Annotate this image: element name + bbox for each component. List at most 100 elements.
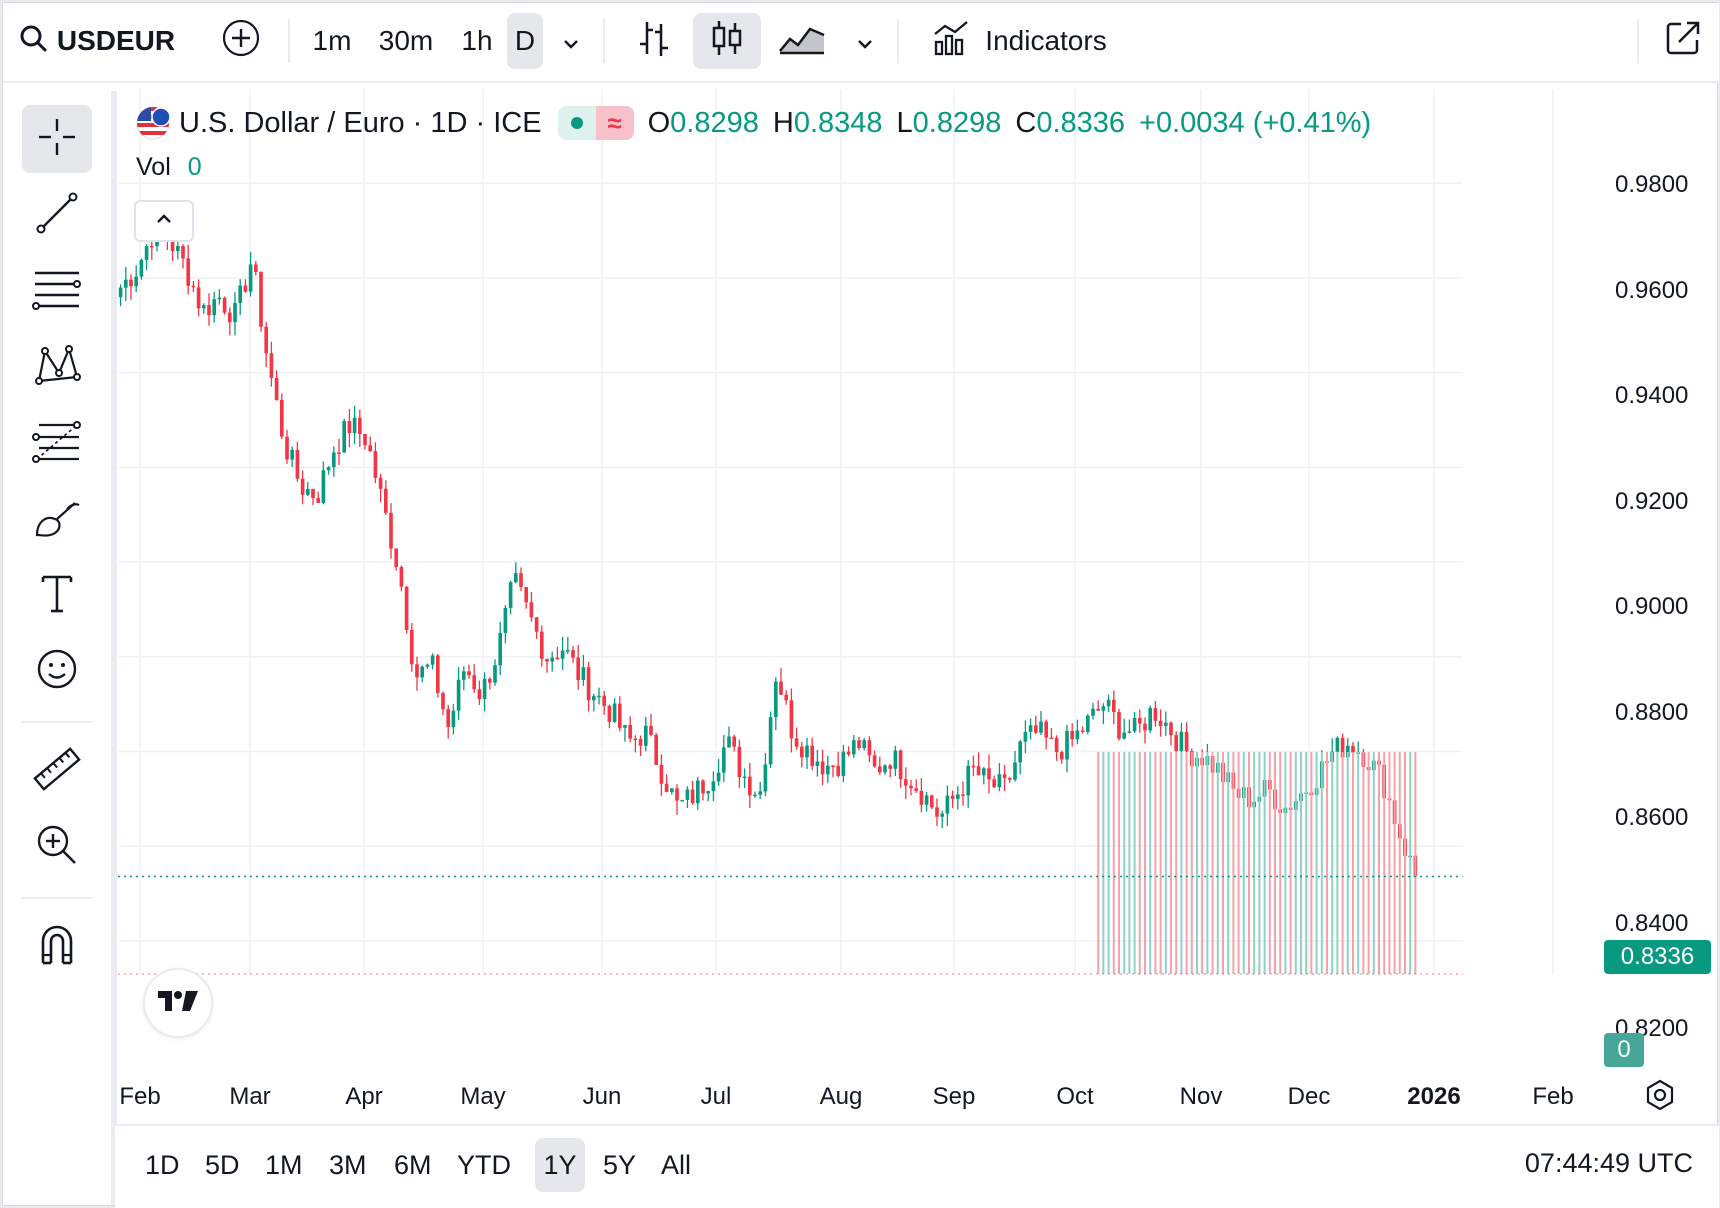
text-tool[interactable]	[22, 561, 92, 629]
candle-body	[305, 488, 310, 495]
trend-line-tool[interactable]	[22, 181, 92, 249]
interval-dropdown[interactable]	[555, 13, 587, 69]
market-status-pill[interactable]: ≈	[557, 106, 634, 140]
close-label: C	[1015, 106, 1037, 139]
candle-body	[326, 467, 331, 471]
candle-body	[274, 377, 279, 400]
pattern-tool[interactable]	[22, 333, 92, 401]
magnet-tool[interactable]	[22, 913, 92, 981]
interval-30m[interactable]: 30m	[378, 25, 434, 56]
candle-body	[654, 734, 659, 765]
range-5d[interactable]: 5D	[205, 1149, 240, 1180]
candle-body	[976, 766, 981, 776]
candle-body	[357, 417, 362, 434]
area-chart-button[interactable]	[775, 13, 829, 69]
collapse-legend-button[interactable]	[134, 200, 194, 242]
candle-body	[1335, 737, 1340, 752]
candle-body	[285, 436, 289, 460]
candle-body	[279, 399, 284, 437]
candle-body	[311, 488, 315, 499]
candle-body	[773, 681, 778, 718]
range-1d[interactable]: 1D	[145, 1149, 180, 1180]
bars-chart-button[interactable]	[627, 13, 681, 69]
candle-body	[924, 795, 929, 805]
chart-settings-button[interactable]	[1643, 1078, 1677, 1117]
range-1m[interactable]: 1M	[265, 1149, 303, 1180]
bars-icon	[638, 18, 670, 65]
time-tick: Apr	[345, 1083, 383, 1110]
candle-body	[259, 271, 263, 327]
symbol-search-button[interactable]: USDEUR	[17, 13, 177, 69]
chart-type-dropdown[interactable]	[849, 13, 881, 69]
fib-retracement-tool[interactable]	[22, 409, 92, 477]
horizontal-lines-tool[interactable]	[22, 257, 92, 325]
candle-body	[1137, 717, 1142, 724]
range-5y[interactable]: 5Y	[603, 1149, 637, 1180]
current-volume-label: 0	[1604, 1033, 1644, 1067]
range-3m[interactable]: 3M	[329, 1149, 367, 1180]
candle-body	[903, 779, 908, 786]
tradingview-logo-icon	[156, 989, 200, 1018]
range-all[interactable]: All	[661, 1149, 692, 1180]
candle-body	[144, 246, 149, 260]
indicators-button[interactable]: Indicators	[925, 13, 1115, 69]
clock[interactable]: 07:44:49 UTC	[1524, 1148, 1693, 1178]
candle-body	[950, 795, 955, 799]
candle-body	[217, 297, 222, 300]
candle-body	[701, 780, 705, 794]
candle-body	[1143, 723, 1147, 731]
candle-body	[820, 761, 825, 775]
candle-body	[498, 633, 503, 666]
candle-body	[368, 445, 373, 452]
candle-body	[181, 245, 185, 259]
candle-body	[617, 703, 622, 728]
open-in-new-window-button[interactable]	[1659, 13, 1707, 69]
candle-body	[1054, 738, 1059, 753]
candle-body	[1018, 741, 1023, 763]
candle-body	[233, 302, 237, 323]
candle-body	[1340, 737, 1345, 758]
candle-body	[1345, 745, 1350, 758]
measure-tool[interactable]	[22, 737, 92, 805]
range-1y[interactable]: 1Y	[535, 1138, 585, 1192]
tradingview-logo[interactable]	[143, 968, 213, 1038]
candle-body	[1122, 732, 1127, 739]
price-tick: 0.8600	[1615, 804, 1689, 831]
candle-body	[508, 582, 513, 608]
candle-body	[451, 710, 456, 728]
crosshair-icon	[33, 113, 81, 166]
range-6m[interactable]: 6M	[394, 1149, 432, 1180]
external-link-icon	[1665, 20, 1701, 63]
candle-body	[1101, 706, 1106, 711]
range-ytd[interactable]: YTD	[457, 1149, 511, 1180]
candle-body	[945, 795, 950, 814]
interval-d[interactable]: D	[507, 13, 543, 69]
price-tick: 0.8400	[1615, 910, 1689, 937]
candle-body	[1044, 721, 1049, 738]
candle-body	[207, 305, 211, 316]
emoji-tool[interactable]	[22, 637, 92, 705]
compare-symbol-button[interactable]	[217, 13, 265, 69]
interval-1m[interactable]: 1m	[312, 25, 352, 56]
candle-body	[378, 477, 383, 489]
brush-tool[interactable]	[22, 485, 92, 553]
candle-body	[399, 567, 404, 587]
candles-chart-button[interactable]	[693, 13, 761, 69]
indicators-icon	[933, 20, 971, 63]
candle-body	[1132, 717, 1137, 732]
candle-body	[1111, 699, 1116, 712]
crosshair-tool[interactable]	[22, 105, 92, 173]
candles-icon	[711, 18, 743, 65]
candle-body	[867, 740, 872, 756]
current-price-label: 0.8336	[1604, 940, 1711, 974]
interval-1h[interactable]: 1h	[461, 25, 493, 56]
candle-body	[851, 740, 856, 755]
candle-body	[981, 768, 986, 776]
candle-body	[758, 791, 763, 795]
price-chart[interactable]	[118, 89, 1718, 1124]
candle-body	[503, 607, 508, 634]
candle-body	[727, 736, 731, 748]
zoom-in-tool[interactable]	[22, 813, 92, 881]
candle-body	[1148, 708, 1153, 731]
volume-legend: Vol 0	[136, 153, 202, 182]
